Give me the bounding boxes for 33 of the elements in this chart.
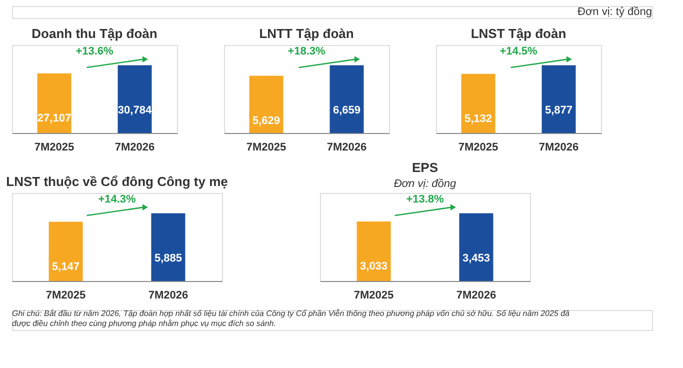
data-label: 3,453 xyxy=(462,252,490,264)
data-label: 5,877 xyxy=(544,104,573,116)
x-tick-label: 7M2025 xyxy=(458,142,498,154)
x-tick-label: 7M2025 xyxy=(34,142,74,154)
data-label: 3,033 xyxy=(360,260,388,273)
data-label: 5,629 xyxy=(252,114,280,127)
text: +13.6% xyxy=(76,45,114,58)
text: +14.5% xyxy=(500,45,538,58)
x-tick-label: 7M2026 xyxy=(114,142,155,154)
x-tick-label: 7M2026 xyxy=(148,290,188,302)
x-tick-label: 7M2026 xyxy=(538,142,579,154)
data-label: 5,885 xyxy=(154,252,182,264)
x-tick-label: 7M2025 xyxy=(354,290,394,302)
x-tick-label: 7M2026 xyxy=(326,142,367,154)
x-tick-label: 7M2025 xyxy=(246,142,286,154)
chart-subtitle: Đơn vị: đồng xyxy=(394,178,458,190)
text: Ghi chú: Bắt đầu từ năm 2026, Tập đoàn hợp nhất số liệu tài chính của Công ty Cổ phần Viễn thông theo phương pháp vốn chủ sở hữu. Số liệu năm 2025 đã được điều chỉnh theo cùng phương pháp nhằm phục vụ mục đích so sánh. xyxy=(12,309,570,328)
chart-title: LNST thuộc về Cổ đông Công ty mẹ xyxy=(6,174,228,189)
text: +13.8% xyxy=(406,193,444,206)
x-tick-label: 7M2025 xyxy=(46,290,86,302)
data-label: 30,784 xyxy=(118,104,152,116)
x-tick-label: 7M2026 xyxy=(456,290,496,302)
text: +14.3% xyxy=(98,193,136,206)
data-label: 5,147 xyxy=(52,260,80,273)
data-label: 6,659 xyxy=(332,104,361,116)
chart-title: LNTT Tập đoàn xyxy=(259,26,354,41)
chart-title: EPS xyxy=(412,160,438,175)
text: Đơn vị: tỷ đồng xyxy=(578,6,652,18)
text: +18.3% xyxy=(288,45,326,58)
data-label: 5,132 xyxy=(464,112,492,125)
data-label: 27,107 xyxy=(37,112,72,124)
chart-title: LNST Tập đoàn xyxy=(470,26,566,41)
chart-title: Doanh thu Tập đoàn xyxy=(32,26,158,41)
